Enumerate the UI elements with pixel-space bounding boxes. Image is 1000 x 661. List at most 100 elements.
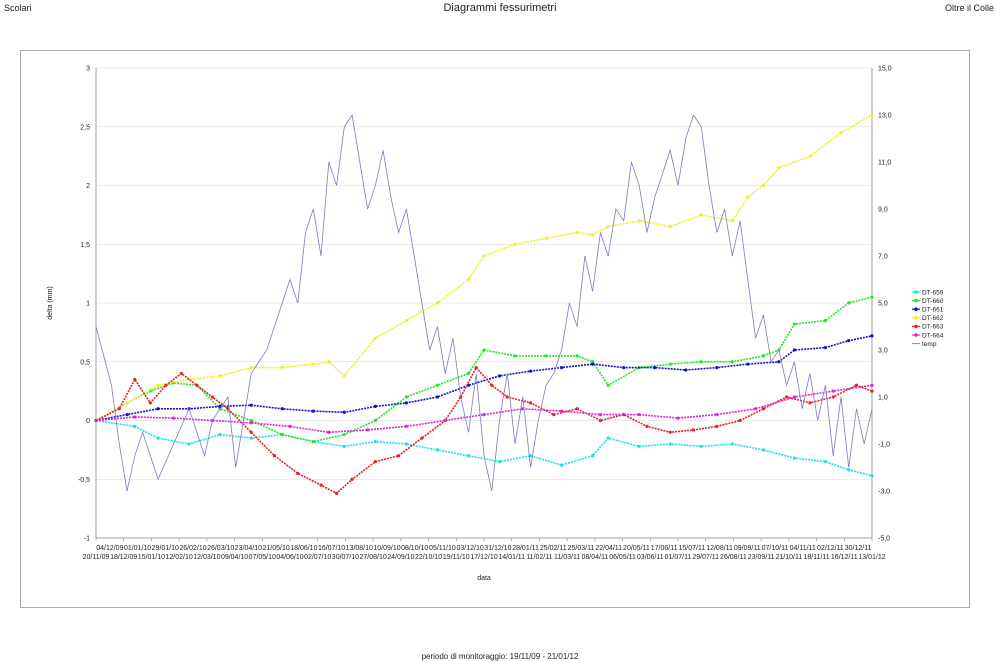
data-point-dt-664 bbox=[831, 389, 835, 393]
x-tick-label: 07/05/10 bbox=[249, 554, 276, 561]
y-tick-label: -1 bbox=[84, 536, 90, 543]
data-point-dt-660 bbox=[466, 371, 471, 376]
x-tick-label: 31/12/10 bbox=[484, 545, 511, 552]
x-tick-label: 23/04/10 bbox=[235, 545, 262, 552]
data-point-dt-663 bbox=[831, 395, 835, 399]
x-tick-label: 21/10/11 bbox=[775, 554, 802, 561]
data-point-dt-663 bbox=[179, 371, 183, 376]
x-tick-label: 22/10/10 bbox=[415, 554, 442, 561]
data-point-dt-663 bbox=[691, 428, 696, 432]
data-point-dt-659 bbox=[870, 474, 874, 478]
data-point-dt-661 bbox=[560, 366, 564, 370]
data-point-dt-662 bbox=[606, 225, 610, 229]
data-point-dt-664 bbox=[443, 418, 447, 423]
x-tick-label: 14/01/11 bbox=[498, 554, 525, 561]
y2-tick-label: 13,0 bbox=[878, 113, 892, 120]
data-point-dt-662 bbox=[591, 233, 595, 237]
data-point-dt-664 bbox=[327, 430, 331, 434]
data-point-dt-662 bbox=[777, 166, 781, 170]
x-tick-label: 30/12/11 bbox=[845, 545, 872, 552]
data-point-dt-663 bbox=[420, 436, 424, 440]
data-point-dt-664 bbox=[637, 413, 641, 417]
y2-tick-label: 15,0 bbox=[878, 66, 892, 73]
legend-label: DT-661 bbox=[922, 307, 944, 314]
data-point-dt-659 bbox=[699, 444, 703, 448]
data-point-dt-661 bbox=[622, 366, 626, 370]
data-point-dt-663 bbox=[164, 383, 168, 387]
data-point-dt-659 bbox=[218, 433, 222, 437]
data-point-dt-661 bbox=[777, 360, 781, 364]
data-point-dt-663 bbox=[272, 454, 277, 458]
series-line-dt-660 bbox=[95, 296, 873, 443]
data-point-dt-663 bbox=[296, 471, 300, 475]
data-point-dt-661 bbox=[435, 395, 440, 399]
x-tick-label: 16/07/10 bbox=[318, 545, 345, 552]
y2-tick-label: 11,0 bbox=[878, 160, 891, 167]
data-point-dt-662 bbox=[280, 366, 284, 370]
data-point-dt-661 bbox=[746, 362, 750, 366]
data-point-dt-663 bbox=[133, 377, 137, 381]
data-point-dt-662 bbox=[373, 336, 377, 340]
y-tick-label: 0,5 bbox=[80, 359, 90, 366]
data-point-dt-659 bbox=[133, 424, 137, 428]
data-point-dt-659 bbox=[591, 454, 595, 458]
x-tick-label: 11/02/11 bbox=[526, 554, 552, 561]
x-tick-label: 15/01/10 bbox=[138, 554, 165, 561]
data-point-dt-661 bbox=[528, 369, 533, 373]
data-point-dt-660 bbox=[311, 440, 315, 444]
data-point-dt-661 bbox=[870, 334, 874, 338]
legend-label: DT-663 bbox=[922, 324, 944, 331]
series-line-dt-663 bbox=[95, 366, 873, 495]
x-tick-label: 17/12/10 bbox=[470, 554, 497, 561]
data-point-dt-660 bbox=[280, 433, 284, 437]
data-point-dt-660 bbox=[792, 322, 797, 326]
x-tick-label: 30/07/10 bbox=[332, 554, 359, 561]
data-point-dt-662 bbox=[404, 319, 408, 323]
data-point-dt-663 bbox=[761, 407, 765, 411]
data-point-dt-663 bbox=[397, 454, 401, 458]
data-point-dt-664 bbox=[482, 413, 486, 417]
data-point-dt-663 bbox=[785, 395, 789, 399]
data-point-dt-664 bbox=[870, 383, 874, 387]
legend-marker bbox=[914, 324, 918, 329]
data-point-dt-661 bbox=[684, 368, 688, 372]
data-point-dt-662 bbox=[327, 360, 331, 364]
data-point-dt-662 bbox=[156, 383, 160, 387]
series-line-temp bbox=[95, 113, 873, 492]
data-point-dt-663 bbox=[350, 477, 354, 481]
data-point-dt-663 bbox=[334, 491, 339, 495]
y-tick-label: 2,5 bbox=[80, 124, 90, 131]
data-point-dt-660 bbox=[544, 354, 548, 358]
x-tick-label: 05/11/10 bbox=[429, 545, 456, 552]
monitoring-period: periodo di monitoraggio: 19/11/09 - 21/0… bbox=[421, 652, 579, 661]
x-tick-label: 02/12/11 bbox=[817, 545, 844, 552]
data-point-dt-663 bbox=[117, 407, 121, 411]
data-point-dt-661 bbox=[715, 366, 719, 370]
x-tick-label: 24/09/10 bbox=[387, 554, 414, 561]
y-tick-label: 1,5 bbox=[80, 242, 90, 249]
data-point-dt-663 bbox=[668, 430, 672, 434]
data-point-dt-663 bbox=[598, 418, 603, 423]
x-tick-label: 12/03/10 bbox=[193, 554, 220, 561]
header-right-label: Oltre il Colle bbox=[944, 3, 994, 13]
data-point-dt-660 bbox=[699, 360, 703, 364]
data-point-dt-660 bbox=[591, 360, 595, 364]
data-point-dt-660 bbox=[761, 354, 765, 358]
data-point-dt-659 bbox=[606, 436, 610, 440]
x-tick-label: 04/11/11 bbox=[790, 545, 816, 552]
data-point-dt-660 bbox=[668, 362, 672, 366]
data-point-dt-662 bbox=[249, 366, 253, 370]
x-tick-label: 16/12/11 bbox=[831, 554, 858, 561]
data-point-dt-660 bbox=[249, 418, 253, 423]
data-point-dt-663 bbox=[808, 401, 812, 405]
x-tick-label: 19/11/10 bbox=[443, 554, 470, 561]
data-point-dt-662 bbox=[435, 301, 440, 305]
data-point-dt-663 bbox=[552, 413, 556, 417]
data-point-dt-659 bbox=[435, 448, 440, 452]
legend-marker bbox=[914, 316, 918, 320]
data-point-dt-659 bbox=[847, 468, 851, 472]
y2-tick-label: 3,0 bbox=[878, 348, 888, 355]
chart-title: Diagrammi fessurimetri bbox=[443, 2, 557, 14]
data-point-dt-661 bbox=[823, 346, 828, 350]
x-tick-label: 09/09/11 bbox=[734, 545, 761, 552]
